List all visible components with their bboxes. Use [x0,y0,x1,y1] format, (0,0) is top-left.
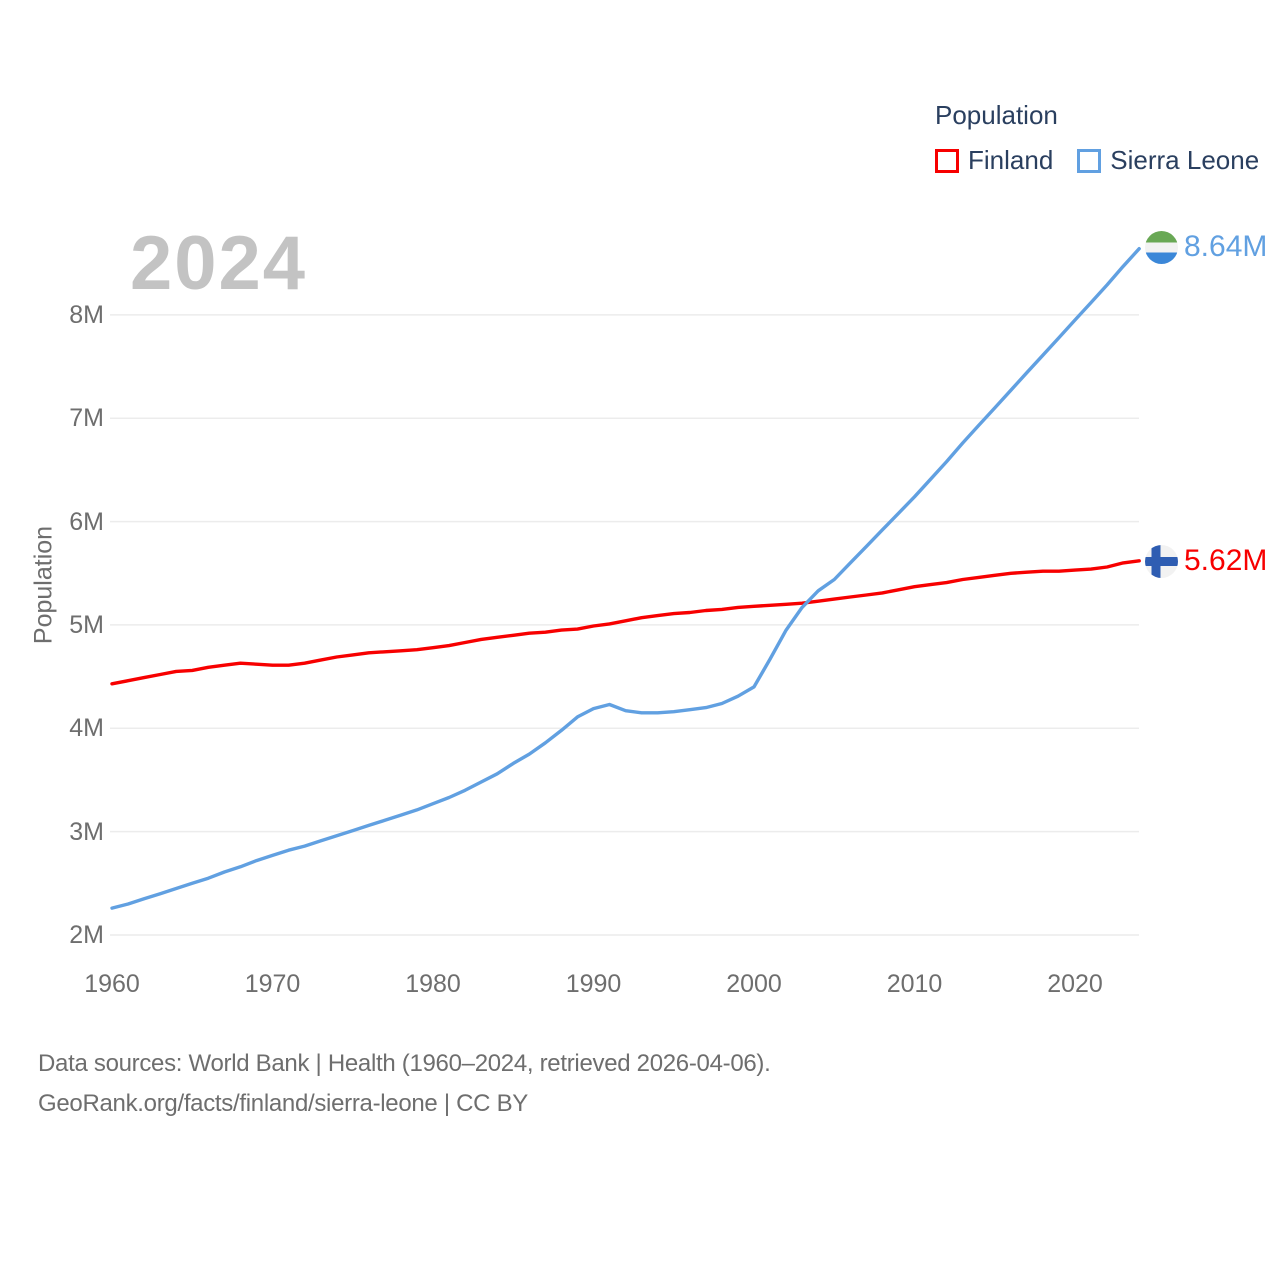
y-tick-label: 5M [69,610,104,639]
sierra-leone-line [110,246,1141,910]
y-tick-label: 6M [69,507,104,536]
x-tick-label: 2000 [726,970,782,998]
x-tick-label: 1960 [84,970,140,998]
legend-item-finland[interactable]: Finland [935,145,1053,176]
x-tick-label: 1980 [405,970,461,998]
year-watermark: 2024 [130,221,308,306]
y-tick-label: 3M [69,817,104,846]
finland-swatch-icon [935,148,959,173]
footer-attribution: GeoRank.org/facts/finland/sierra-leone |… [38,1090,529,1117]
y-tick-label: 2M [69,921,104,949]
legend-item-sierra-leone[interactable]: Sierra Leone [1077,145,1259,176]
sierra-leone-end-value: 8.64M [1184,230,1268,263]
sierra-leone-flag-icon [1145,230,1178,264]
finland-end-marker: 5.62M [1145,544,1267,578]
y-tick-label: 7M [69,404,104,433]
x-tick-label: 2010 [886,970,943,998]
footer-data-sources: Data sources: World Bank | Health (1960–… [38,1050,771,1077]
legend-label-sierra-leone: Sierra Leone [1110,145,1260,175]
sierra-leone-end-marker: 8.64M [1145,230,1267,264]
y-tick-label: 4M [69,714,104,743]
x-tick-label: 1970 [244,970,301,998]
finland-line [110,559,1141,686]
footer: Data sources: World Bank | Health (1960–… [38,1044,771,1124]
legend-label-finland: Finland [968,145,1054,175]
legend: Population Finland Sierra Leone [935,100,1259,176]
y-tick-label: 8M [69,300,104,329]
x-tick-label: 2020 [1047,970,1103,998]
x-tick-label: 1990 [565,970,622,998]
legend-items: Finland Sierra Leone [935,145,1259,176]
legend-title: Population [935,100,1058,130]
finland-end-value: 5.62M [1184,544,1268,577]
sierra-leone-swatch-icon [1077,148,1102,173]
finland-flag-icon [1145,544,1178,578]
